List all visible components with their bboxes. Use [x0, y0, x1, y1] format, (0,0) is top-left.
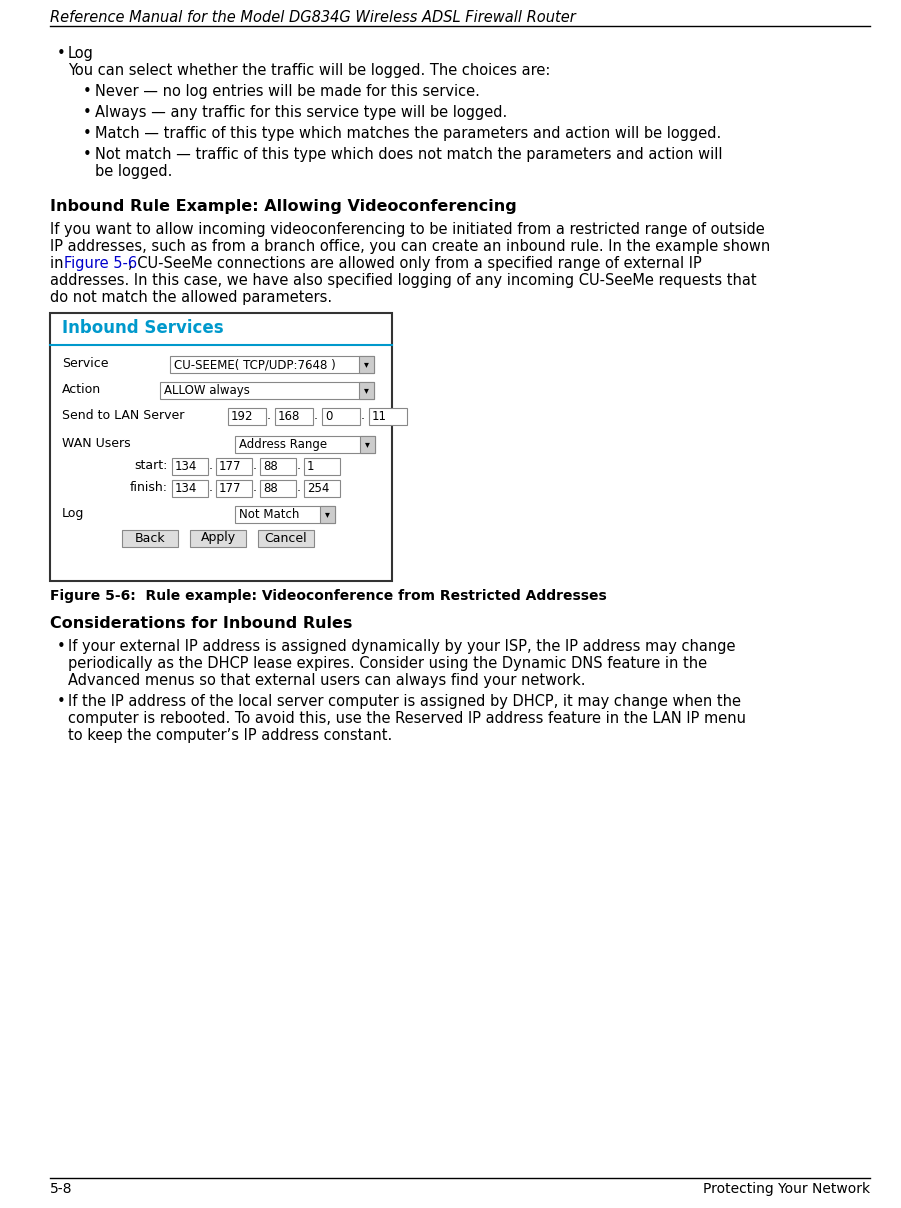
Bar [322, 408, 360, 425]
Text: 168: 168 [278, 410, 300, 423]
Bar [304, 480, 340, 496]
Bar [170, 356, 374, 373]
Text: Log: Log [68, 46, 94, 60]
Text: Service: Service [62, 358, 108, 370]
Bar [50, 313, 392, 581]
Text: You can select whether the traffic will be logged. The choices are:: You can select whether the traffic will … [68, 63, 551, 79]
Text: to keep the computer’s IP address constant.: to keep the computer’s IP address consta… [68, 728, 392, 743]
Bar [359, 356, 374, 373]
Text: IP addresses, such as from a branch office, you can create an inbound rule. In t: IP addresses, such as from a branch offi… [50, 239, 770, 254]
Text: .: . [297, 481, 301, 494]
Text: •: • [57, 695, 66, 709]
Text: CU-SEEME( TCP/UDP:7648 ): CU-SEEME( TCP/UDP:7648 ) [174, 358, 336, 371]
Bar [122, 530, 178, 547]
Text: 88: 88 [263, 460, 278, 474]
Text: .: . [253, 481, 257, 494]
Text: Reference Manual for the Model DG834G Wireless ADSL Firewall Router: Reference Manual for the Model DG834G Wi… [50, 10, 576, 25]
Bar [275, 408, 313, 425]
Text: Not Match: Not Match [239, 509, 299, 521]
Text: •: • [57, 639, 66, 654]
Bar [359, 382, 374, 399]
Text: 254: 254 [307, 482, 330, 495]
Text: Log: Log [62, 507, 85, 519]
Bar [190, 530, 246, 547]
Text: , CU-SeeMe connections are allowed only from a specified range of external IP: , CU-SeeMe connections are allowed only … [128, 256, 702, 271]
Text: If you want to allow incoming videoconferencing to be initiated from a restricte: If you want to allow incoming videoconfe… [50, 222, 765, 237]
Text: .: . [209, 481, 213, 494]
Text: Address Range: Address Range [239, 439, 327, 451]
Text: Not match — traffic of this type which does not match the parameters and action : Not match — traffic of this type which d… [95, 147, 723, 162]
Text: 177: 177 [219, 482, 241, 495]
Text: .: . [361, 410, 365, 422]
Text: 134: 134 [175, 460, 197, 474]
Text: Always — any traffic for this service type will be logged.: Always — any traffic for this service ty… [95, 105, 507, 120]
Text: .: . [267, 410, 271, 422]
Bar [172, 480, 208, 496]
Bar [228, 408, 266, 425]
Text: 0: 0 [325, 410, 332, 423]
Text: 11: 11 [372, 410, 387, 423]
Text: •: • [57, 46, 66, 60]
Text: ALLOW always: ALLOW always [164, 384, 250, 397]
Bar [360, 436, 375, 453]
Text: Inbound Services: Inbound Services [62, 319, 223, 337]
Text: Match — traffic of this type which matches the parameters and action will be log: Match — traffic of this type which match… [95, 126, 721, 141]
Text: 177: 177 [219, 460, 241, 474]
Text: Back: Back [134, 532, 165, 545]
Bar [260, 458, 296, 475]
Text: ▾: ▾ [364, 385, 369, 395]
Text: do not match the allowed parameters.: do not match the allowed parameters. [50, 290, 332, 304]
Text: Never — no log entries will be made for this service.: Never — no log entries will be made for … [95, 85, 480, 99]
Text: Cancel: Cancel [265, 532, 307, 545]
Text: Inbound Rule Example: Allowing Videoconferencing: Inbound Rule Example: Allowing Videoconf… [50, 199, 517, 214]
Bar [235, 506, 335, 523]
Text: •: • [83, 105, 92, 120]
Text: Figure 5-6:  Rule example: Videoconference from Restricted Addresses: Figure 5-6: Rule example: Videoconferenc… [50, 590, 606, 603]
Text: Advanced menus so that external users can always find your network.: Advanced menus so that external users ca… [68, 673, 586, 689]
Text: 5-8: 5-8 [50, 1181, 72, 1196]
Bar [216, 480, 252, 496]
Text: •: • [83, 85, 92, 99]
Text: 88: 88 [263, 482, 278, 495]
Bar [304, 458, 340, 475]
Bar [235, 436, 375, 453]
Text: in: in [50, 256, 68, 271]
Bar [216, 458, 252, 475]
Bar [320, 506, 335, 523]
Text: start:: start: [134, 459, 168, 472]
Text: Send to LAN Server: Send to LAN Server [62, 410, 185, 422]
Text: be logged.: be logged. [95, 164, 172, 179]
Text: .: . [297, 459, 301, 472]
Text: .: . [253, 459, 257, 472]
Text: Figure 5-6: Figure 5-6 [64, 256, 137, 271]
Text: Action: Action [62, 383, 101, 396]
Text: 134: 134 [175, 482, 197, 495]
Text: computer is rebooted. To avoid this, use the Reserved IP address feature in the : computer is rebooted. To avoid this, use… [68, 712, 746, 726]
Text: Apply: Apply [200, 532, 235, 545]
Bar [260, 480, 296, 496]
Text: Considerations for Inbound Rules: Considerations for Inbound Rules [50, 616, 352, 631]
Bar [172, 458, 208, 475]
Bar [369, 408, 407, 425]
Text: 192: 192 [231, 410, 253, 423]
Text: •: • [83, 126, 92, 141]
Text: 1: 1 [307, 460, 314, 474]
Text: finish:: finish: [130, 481, 168, 494]
Text: addresses. In this case, we have also specified logging of any incoming CU-SeeMe: addresses. In this case, we have also sp… [50, 273, 757, 288]
Text: If your external IP address is assigned dynamically by your ISP, the IP address : If your external IP address is assigned … [68, 639, 735, 654]
Text: •: • [83, 147, 92, 162]
Bar [258, 530, 314, 547]
Bar [160, 382, 374, 399]
Text: If the IP address of the local server computer is assigned by DHCP, it may chang: If the IP address of the local server co… [68, 695, 741, 709]
Text: Protecting Your Network: Protecting Your Network [703, 1181, 870, 1196]
Text: .: . [314, 410, 318, 422]
Text: WAN Users: WAN Users [62, 437, 131, 451]
Text: .: . [209, 459, 213, 472]
Text: ▾: ▾ [325, 510, 330, 519]
Text: periodically as the DHCP lease expires. Consider using the Dynamic DNS feature i: periodically as the DHCP lease expires. … [68, 656, 707, 670]
Text: ▾: ▾ [364, 360, 369, 370]
Text: ▾: ▾ [365, 440, 370, 449]
